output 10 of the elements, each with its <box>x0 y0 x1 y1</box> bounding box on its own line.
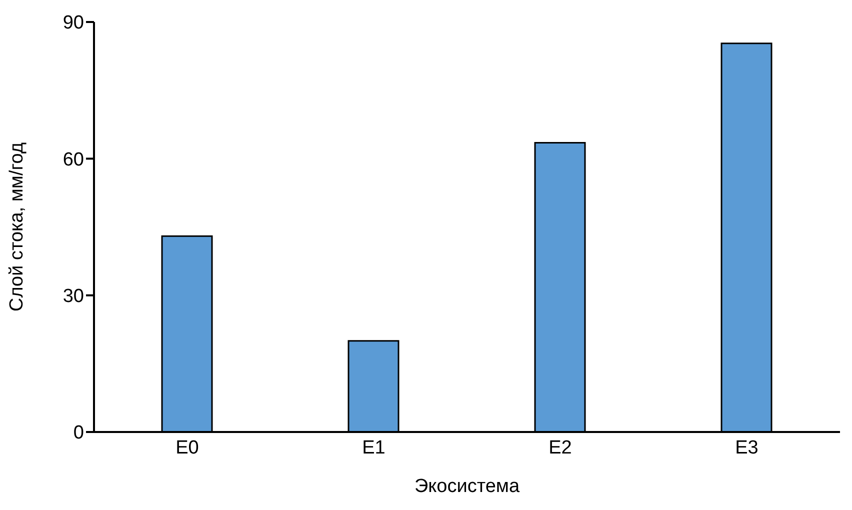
y-tick-label: 90 <box>62 12 84 34</box>
y-tick-label: 0 <box>73 422 84 444</box>
x-axis-title: Экосистема <box>414 476 520 497</box>
y-tick-label: 60 <box>62 149 84 170</box>
x-tick-label: E0 <box>176 437 199 458</box>
x-tick-label: E1 <box>362 437 386 458</box>
x-tick-label: E3 <box>735 437 758 458</box>
x-tick-label: E2 <box>548 437 572 458</box>
y-axis-title: Слой стока, мм/год <box>6 142 28 312</box>
y-tick-label: 30 <box>62 286 84 308</box>
